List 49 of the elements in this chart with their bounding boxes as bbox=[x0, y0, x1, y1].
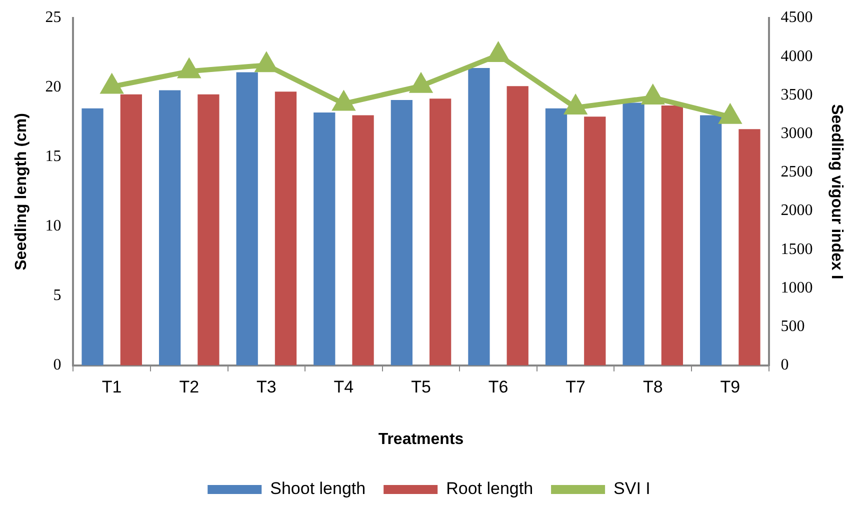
legend-label: SVI I bbox=[614, 479, 650, 498]
legend-label: Shoot length bbox=[270, 479, 366, 498]
x-axis-title: Treatments bbox=[378, 430, 464, 448]
y-tick-label: 25 bbox=[45, 9, 62, 26]
legend-label: Root length bbox=[446, 479, 534, 498]
bar bbox=[545, 108, 568, 366]
bar bbox=[622, 102, 644, 366]
x-tick-label: T4 bbox=[334, 377, 354, 396]
x-tick-label: T7 bbox=[566, 377, 586, 396]
bar bbox=[390, 100, 412, 366]
y-tick-label: 5 bbox=[53, 287, 62, 304]
bar bbox=[352, 115, 374, 366]
bar bbox=[468, 68, 490, 366]
bar bbox=[120, 94, 142, 366]
bar bbox=[661, 106, 684, 366]
bar bbox=[158, 90, 181, 366]
bar bbox=[738, 129, 760, 366]
x-tick-label: T9 bbox=[720, 377, 740, 396]
bar bbox=[236, 72, 258, 366]
y-tick-label: 10 bbox=[45, 218, 62, 235]
x-tick-label: T5 bbox=[411, 377, 431, 396]
y2-axis-title: Seedling vigour index I bbox=[828, 104, 845, 280]
bar bbox=[700, 115, 722, 366]
x-tick-label: T1 bbox=[102, 377, 122, 396]
y2-tick-label: 4500 bbox=[780, 9, 813, 26]
y2-tick-label: 3000 bbox=[780, 125, 813, 142]
x-tick-label: T3 bbox=[256, 377, 276, 396]
bar bbox=[506, 86, 528, 366]
y-tick-label: 20 bbox=[45, 78, 62, 96]
bar bbox=[314, 112, 336, 366]
y2-tick-label: 2500 bbox=[780, 164, 813, 181]
y2-tick-label: 3500 bbox=[780, 86, 813, 104]
y-tick-label: 15 bbox=[45, 148, 62, 166]
bar bbox=[274, 92, 297, 366]
y2-tick-label: 0 bbox=[780, 356, 789, 374]
y2-tick-label: 4000 bbox=[780, 48, 813, 65]
y2-tick-label: 500 bbox=[780, 318, 805, 336]
y2-tick-label: 1000 bbox=[780, 279, 813, 296]
y-axis-title: Seedling length (cm) bbox=[13, 113, 30, 270]
bar bbox=[584, 116, 606, 366]
bar bbox=[430, 98, 452, 366]
y2-tick-label: 1500 bbox=[780, 240, 813, 258]
y2-tick-label: 2000 bbox=[780, 202, 813, 220]
y-tick-label: 0 bbox=[53, 356, 62, 374]
x-tick-label: T6 bbox=[488, 377, 508, 396]
bar bbox=[82, 108, 104, 366]
bar bbox=[198, 94, 220, 366]
x-tick-label: T8 bbox=[642, 377, 663, 396]
x-tick-label: T2 bbox=[179, 377, 200, 396]
